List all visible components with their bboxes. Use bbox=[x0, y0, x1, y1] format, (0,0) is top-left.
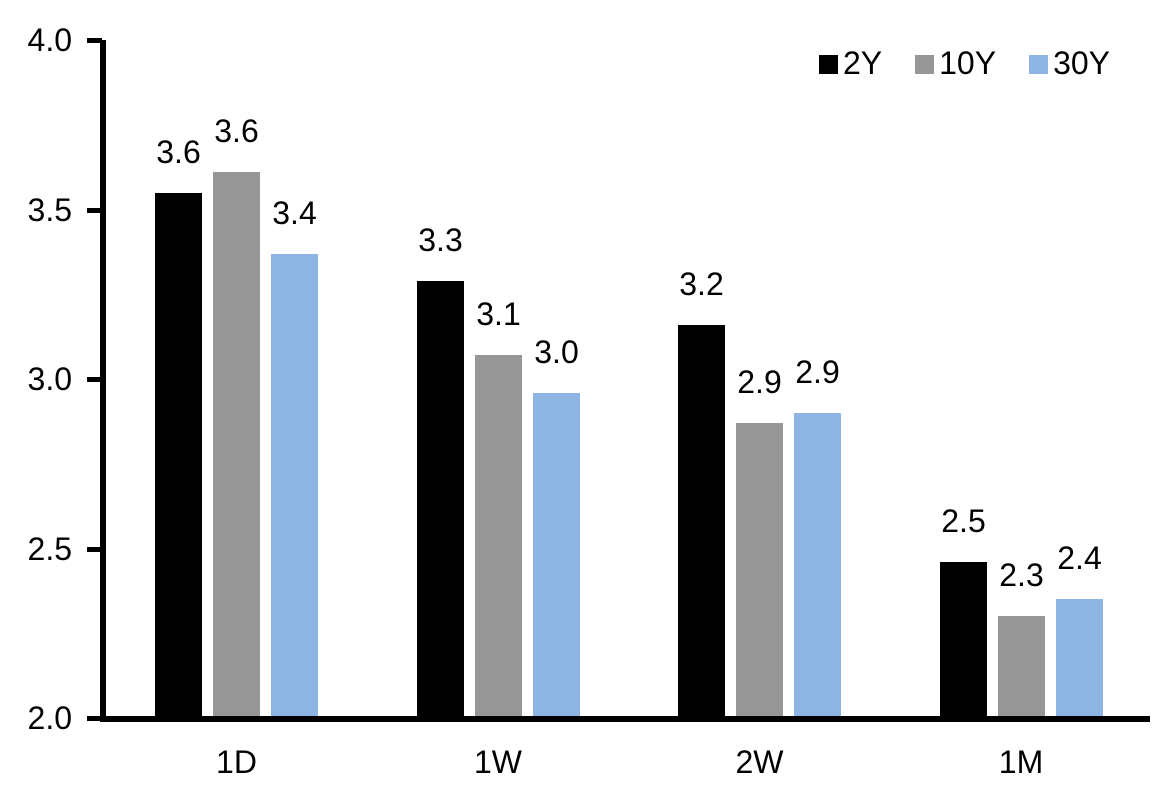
legend-item-30Y: 30Y bbox=[1029, 44, 1110, 82]
bar-value-label-30Y-1M: 2.4 bbox=[1057, 540, 1102, 576]
y-tick-2.0 bbox=[87, 716, 102, 721]
bar-2Y-1D bbox=[155, 193, 202, 718]
y-axis bbox=[100, 40, 106, 722]
bar-value-label-30Y-1W: 3.0 bbox=[534, 334, 579, 370]
bar-value-label-10Y-2W: 2.9 bbox=[737, 364, 782, 400]
x-category-label-1D: 1D bbox=[216, 744, 257, 780]
y-tick-4.0 bbox=[87, 38, 102, 43]
bar-10Y-1M bbox=[998, 616, 1045, 718]
legend-label-10Y: 10Y bbox=[939, 45, 997, 81]
legend-label-30Y: 30Y bbox=[1053, 45, 1110, 81]
y-tick-label-4.0: 4.0 bbox=[27, 22, 72, 58]
bar-value-label-2Y-1W: 3.3 bbox=[418, 222, 463, 258]
bar-2Y-2W bbox=[678, 325, 725, 718]
legend-item-2Y: 2Y bbox=[818, 44, 883, 82]
bar-30Y-1D bbox=[271, 254, 318, 718]
y-tick-label-3.5: 3.5 bbox=[27, 192, 72, 228]
legend-item-10Y: 10Y bbox=[915, 44, 996, 82]
legend-swatch-30Y bbox=[1029, 55, 1049, 74]
bar-2Y-1M bbox=[940, 562, 987, 718]
bar-10Y-1W bbox=[475, 355, 522, 718]
y-tick-3.5 bbox=[87, 208, 102, 213]
y-tick-label-2.0: 2.0 bbox=[27, 700, 72, 736]
y-tick-label-3.0: 3.0 bbox=[27, 361, 72, 397]
y-tick-3.0 bbox=[87, 377, 102, 382]
legend-label-2Y: 2Y bbox=[842, 45, 883, 81]
x-category-label-1M: 1M bbox=[998, 744, 1044, 780]
x-category-label-1W: 1W bbox=[474, 744, 522, 780]
bar-value-label-30Y-1D: 3.4 bbox=[272, 195, 317, 231]
bar-10Y-2W bbox=[736, 423, 783, 718]
legend: 2Y 10Y 30Y bbox=[818, 44, 1110, 82]
bar-value-label-10Y-1M: 2.3 bbox=[999, 557, 1044, 593]
bar-2Y-1W bbox=[417, 281, 464, 718]
y-tick-label-2.5: 2.5 bbox=[27, 531, 72, 567]
y-tick-2.5 bbox=[87, 547, 102, 552]
bar-value-label-10Y-1D: 3.6 bbox=[214, 113, 259, 149]
bar-value-label-2Y-1D: 3.6 bbox=[156, 134, 201, 170]
bar-30Y-1M bbox=[1056, 599, 1103, 718]
bar-30Y-1W bbox=[533, 393, 580, 718]
bar-value-label-10Y-1W: 3.1 bbox=[476, 296, 521, 332]
x-axis bbox=[100, 716, 1150, 722]
bar-value-label-30Y-2W: 2.9 bbox=[795, 354, 840, 390]
bar-30Y-2W bbox=[794, 413, 841, 718]
legend-swatch-2Y bbox=[818, 55, 838, 74]
legend-swatch-10Y bbox=[915, 55, 935, 74]
bar-value-label-2Y-2W: 3.2 bbox=[679, 266, 724, 302]
bar-10Y-1D bbox=[213, 172, 260, 718]
bar-value-label-2Y-1M: 2.5 bbox=[941, 503, 986, 539]
x-category-label-2W: 2W bbox=[735, 744, 784, 780]
